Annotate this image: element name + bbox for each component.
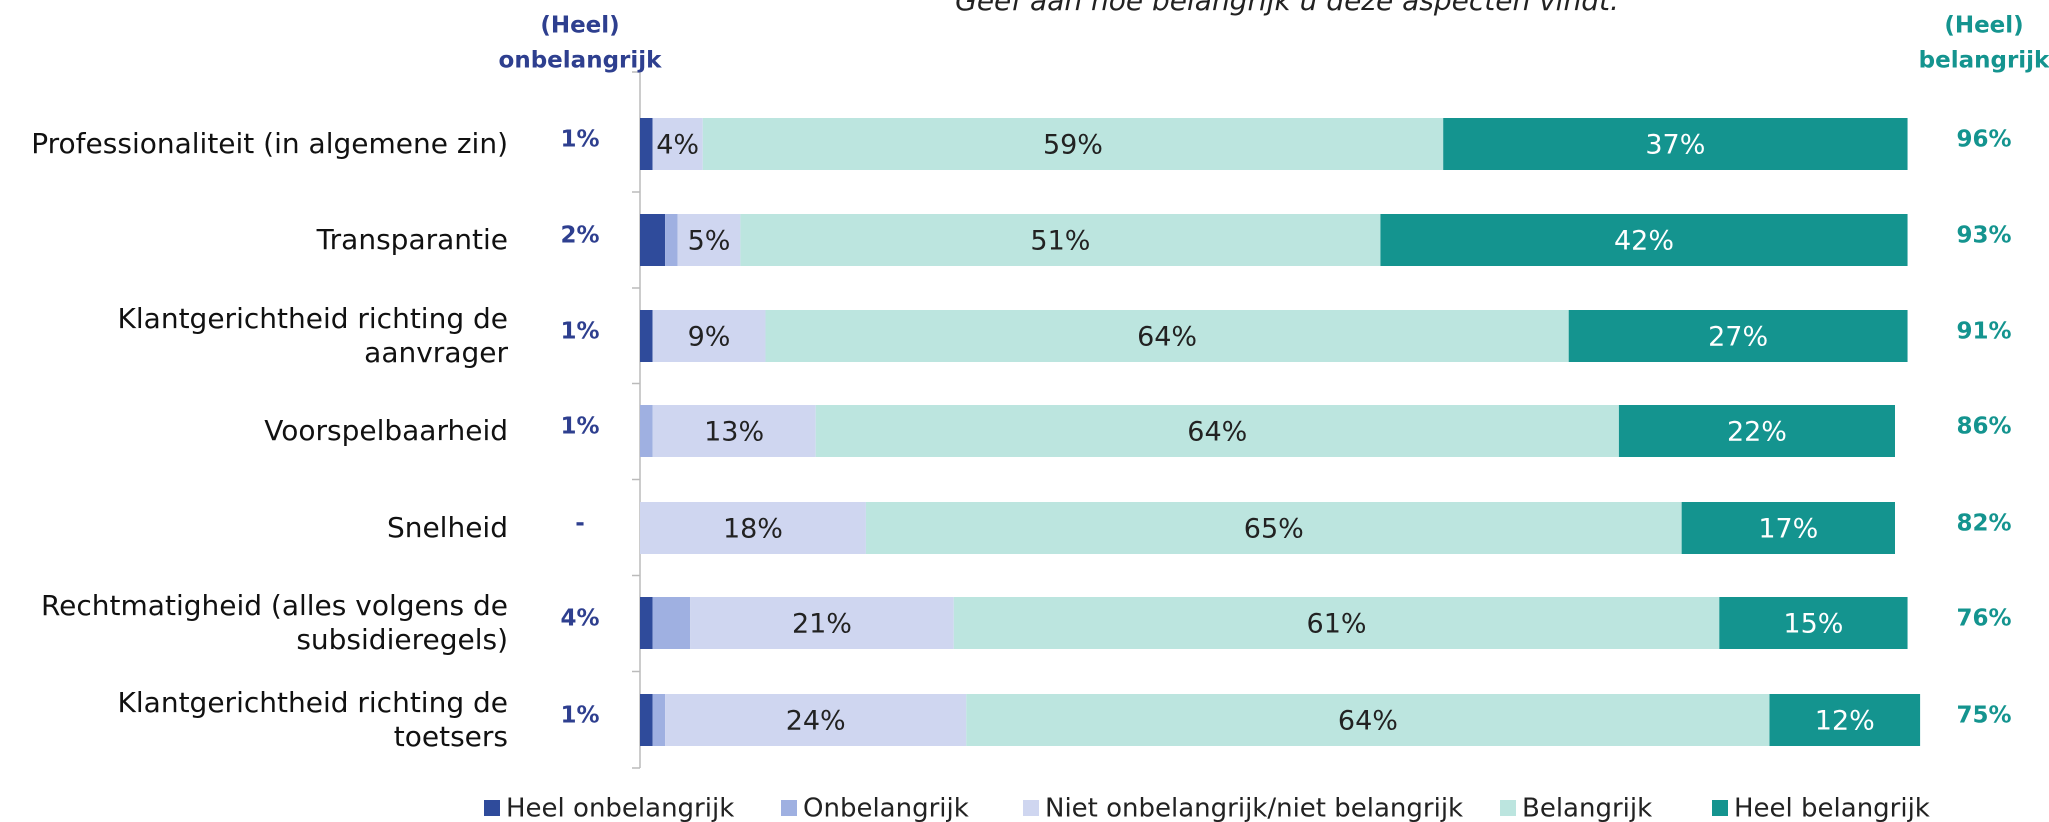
data-label: 64% bbox=[1137, 322, 1197, 353]
bar-segment bbox=[640, 597, 653, 649]
data-label: 4% bbox=[656, 130, 699, 161]
data-label: 65% bbox=[1244, 514, 1304, 545]
bar-segment bbox=[1568, 310, 1908, 362]
data-label: 12% bbox=[1815, 706, 1875, 737]
bar-segment bbox=[652, 597, 691, 649]
high-total-header: belangrijk bbox=[1919, 48, 2049, 74]
bar-segment bbox=[1769, 694, 1921, 746]
high-total: 96% bbox=[1956, 127, 2011, 153]
data-label: 27% bbox=[1708, 322, 1768, 353]
bar-segment bbox=[640, 118, 653, 170]
low-total: 1% bbox=[560, 414, 599, 440]
category-label: Snelheid bbox=[386, 511, 508, 544]
bar-segment bbox=[1618, 405, 1895, 457]
data-label: 37% bbox=[1645, 130, 1705, 161]
bar-segment bbox=[640, 694, 653, 746]
bar-segment bbox=[1681, 502, 1895, 554]
data-label: 18% bbox=[723, 514, 783, 545]
low-total-header: onbelangrijk bbox=[499, 48, 663, 74]
data-label: 9% bbox=[688, 322, 731, 353]
high-total: 75% bbox=[1956, 703, 2011, 729]
data-label: 17% bbox=[1758, 514, 1818, 545]
category-label: Professionaliteit (in algemene zin) bbox=[31, 127, 508, 160]
bar-segment bbox=[652, 405, 816, 457]
bar-segment bbox=[1443, 118, 1908, 170]
data-label: 15% bbox=[1783, 609, 1843, 640]
bar-segment bbox=[1380, 214, 1908, 266]
bar-segment bbox=[765, 310, 1569, 362]
legend-label: Belangrijk bbox=[1522, 794, 1652, 822]
high-total-header: (Heel) bbox=[1944, 13, 2023, 39]
low-total-header: (Heel) bbox=[540, 13, 619, 39]
bar-segment bbox=[690, 597, 954, 649]
data-label: 61% bbox=[1307, 609, 1367, 640]
bar-segment bbox=[815, 405, 1619, 457]
chart-title: Geef aan hoe belangrijk u deze aspecten … bbox=[955, 0, 1619, 17]
high-total: 93% bbox=[1956, 223, 2011, 249]
legend-swatch bbox=[1500, 800, 1516, 816]
bar-segment bbox=[652, 118, 703, 170]
low-total: 1% bbox=[560, 319, 599, 345]
legend-label: Heel belangrijk bbox=[1734, 794, 1930, 822]
data-label: 5% bbox=[688, 226, 731, 257]
high-total: 91% bbox=[1956, 319, 2011, 345]
bar-segment bbox=[640, 214, 666, 266]
bar-segment bbox=[702, 118, 1444, 170]
low-total: 1% bbox=[560, 127, 599, 153]
bar-segment bbox=[865, 502, 1682, 554]
legend-swatch bbox=[1712, 800, 1728, 816]
bar-segment bbox=[677, 214, 741, 266]
data-label: 22% bbox=[1727, 417, 1787, 448]
legend-swatch bbox=[781, 800, 797, 816]
bar-segment bbox=[665, 214, 678, 266]
bar-segment bbox=[740, 214, 1381, 266]
high-total: 82% bbox=[1956, 511, 2011, 537]
legend-swatch bbox=[484, 800, 500, 816]
category-label: Rechtmatigheid (alles volgens de subsidi… bbox=[40, 589, 508, 656]
data-label: 21% bbox=[792, 609, 852, 640]
data-label: 13% bbox=[704, 417, 764, 448]
data-label: 64% bbox=[1338, 706, 1398, 737]
category-label: Klantgerichtheid richting de aanvrager bbox=[117, 302, 508, 369]
bar-segment bbox=[652, 310, 766, 362]
high-total: 86% bbox=[1956, 414, 2011, 440]
bar-segment bbox=[652, 694, 666, 746]
legend-label: Onbelangrijk bbox=[803, 794, 969, 822]
data-label: 59% bbox=[1043, 130, 1103, 161]
high-total: 76% bbox=[1956, 606, 2011, 632]
legend-label: Niet onbelangrijk/niet belangrijk bbox=[1045, 794, 1463, 822]
category-label: Klantgerichtheid richting de toetsers bbox=[117, 686, 508, 753]
bar-segment bbox=[1719, 597, 1908, 649]
bar-segment bbox=[640, 405, 653, 457]
legend-label: Heel onbelangrijk bbox=[506, 794, 734, 822]
legend-swatch bbox=[1023, 800, 1039, 816]
bar-segment bbox=[640, 310, 653, 362]
low-total: 1% bbox=[560, 703, 599, 729]
data-label: 24% bbox=[786, 706, 846, 737]
category-label: Transparantie bbox=[316, 223, 508, 256]
bar-segment bbox=[665, 694, 967, 746]
low-total: 4% bbox=[560, 606, 599, 632]
data-label: 51% bbox=[1030, 226, 1090, 257]
bar-segment bbox=[966, 694, 1770, 746]
data-label: 64% bbox=[1187, 417, 1247, 448]
bar-segment bbox=[640, 502, 866, 554]
category-label: Voorspelbaarheid bbox=[264, 414, 508, 447]
low-total: - bbox=[575, 511, 585, 537]
data-label: 42% bbox=[1614, 226, 1674, 257]
bar-segment bbox=[953, 597, 1720, 649]
low-total: 2% bbox=[560, 223, 599, 249]
